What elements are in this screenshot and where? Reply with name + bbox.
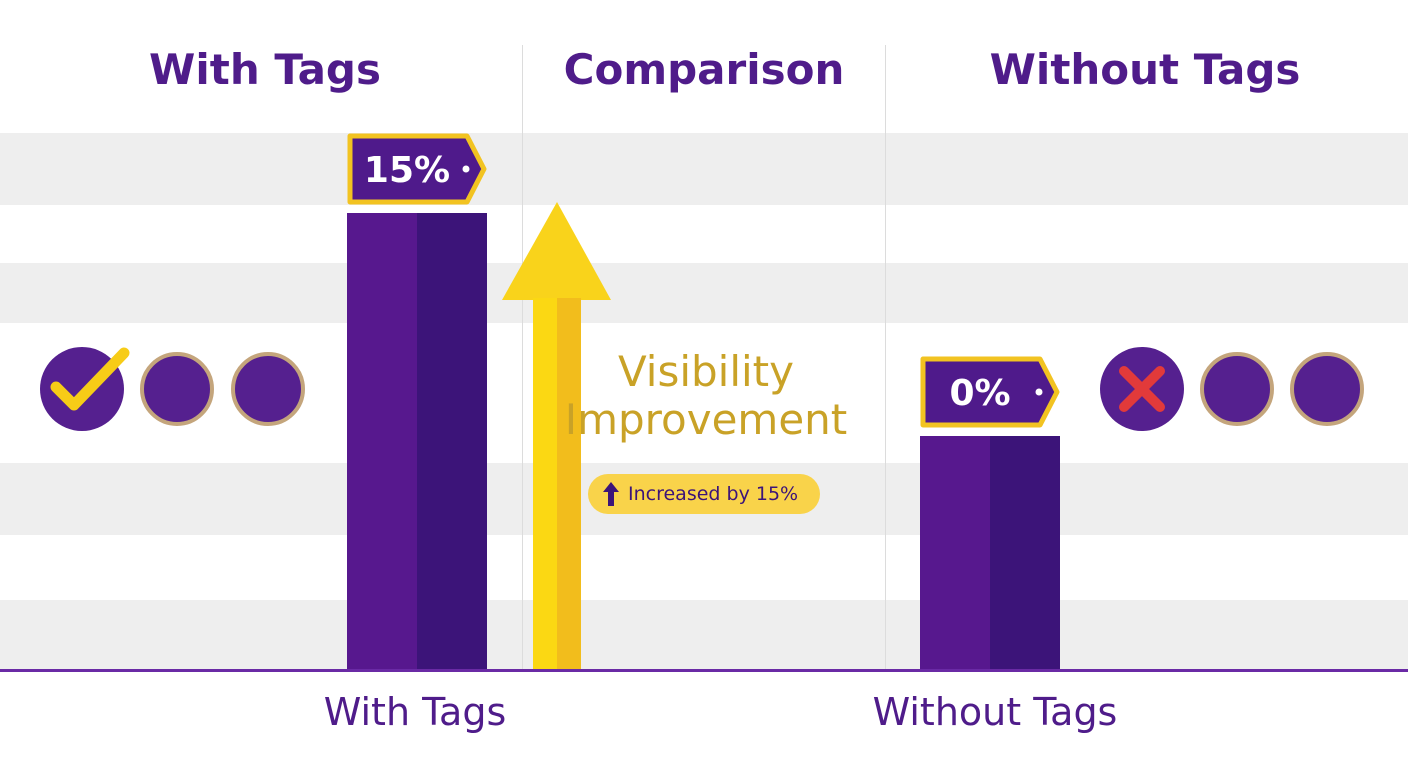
pill-text: Increased by 15%: [628, 483, 799, 505]
indicator-dot: [140, 352, 214, 426]
indicator-dot: [231, 352, 305, 426]
indicator-dot: [1290, 352, 1364, 426]
x-badge: [1100, 347, 1184, 431]
up-arrow-icon: [603, 482, 619, 506]
grid-band: [0, 133, 1408, 205]
value-tag-with-tags: 15%: [347, 133, 487, 205]
header-comparison: Comparison: [563, 45, 845, 94]
header-with-tags: With Tags: [149, 45, 381, 94]
value-label-without-tags: 0%: [949, 373, 1010, 414]
check-icon: [50, 347, 130, 411]
annotation-line-2: Improvement: [564, 395, 848, 444]
increase-pill: Increased by 15%: [588, 474, 820, 514]
indicator-dot: [1200, 352, 1274, 426]
x-label-without-tags: Without Tags: [872, 690, 1118, 734]
header-without-tags: Without Tags: [989, 45, 1301, 94]
grid-band: [0, 600, 1408, 669]
value-tag-without-tags: 0%: [920, 356, 1060, 428]
bar-with-tags: [347, 213, 487, 669]
column-divider: [522, 45, 523, 670]
x-icon: [1119, 366, 1165, 412]
value-label-with-tags: 15%: [364, 150, 450, 191]
grid-band: [0, 263, 1408, 323]
column-divider: [885, 45, 886, 670]
improvement-arrow: [502, 202, 611, 670]
bar-without-tags: [920, 436, 1060, 669]
x-label-with-tags: With Tags: [323, 690, 507, 734]
check-badge: [40, 347, 130, 431]
x-axis-line: [0, 669, 1408, 672]
annotation-line-1: Visibility: [617, 347, 795, 396]
